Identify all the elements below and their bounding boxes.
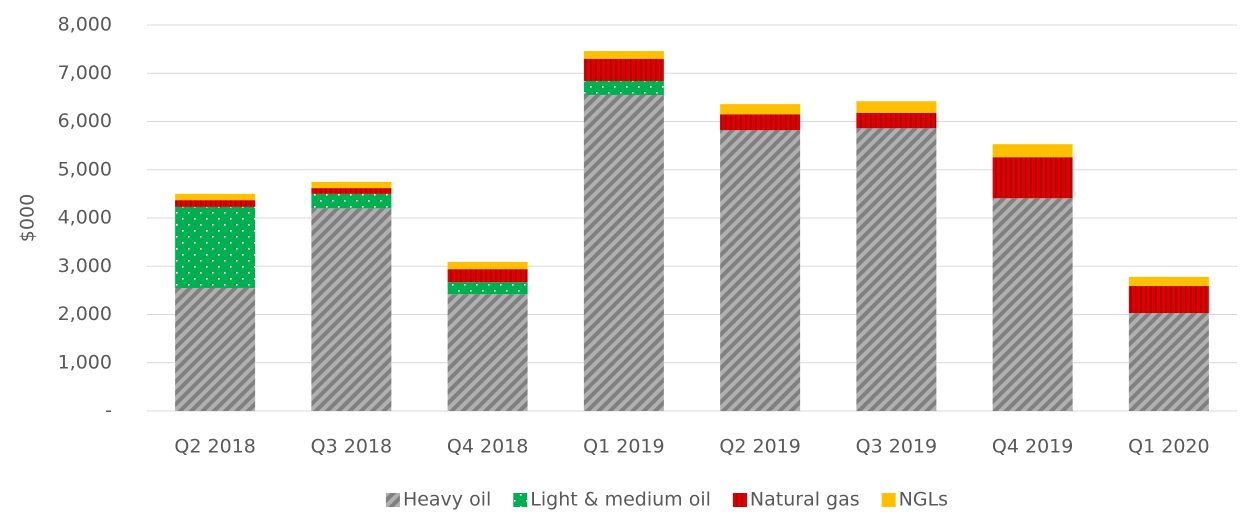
bar-segment	[992, 198, 1073, 411]
x-tick-label: Q3 2019	[856, 436, 937, 458]
legend-swatch	[732, 493, 747, 507]
bar-segment	[992, 157, 1073, 199]
bar-segment	[447, 269, 528, 283]
bar-segment	[311, 193, 392, 209]
y-tick-label: 2,000	[58, 303, 112, 325]
bar-segment	[175, 287, 256, 411]
bar-segment	[447, 294, 528, 411]
bar-segment	[583, 58, 664, 81]
bar-segment	[720, 130, 801, 411]
bar-segment	[992, 144, 1073, 158]
y-tick-label: 1,000	[58, 351, 112, 373]
bar-segment	[175, 193, 256, 201]
bar-segment	[583, 80, 664, 95]
x-tick-label: Q1 2020	[1128, 436, 1209, 458]
x-tick-label: Q3 2018	[311, 436, 392, 458]
bar-segment	[175, 206, 256, 288]
y-tick-label: 6,000	[58, 110, 112, 132]
x-tick-label: Q4 2018	[447, 436, 528, 458]
x-tick-label: Q2 2019	[719, 436, 800, 458]
y-tick-label: 5,000	[58, 158, 112, 180]
legend-swatch	[385, 493, 400, 507]
legend-label: Natural gas	[750, 489, 860, 511]
bar-segment	[583, 94, 664, 412]
bar-segment	[583, 51, 664, 59]
bar-segment	[447, 282, 528, 295]
bar-segment	[311, 208, 392, 411]
x-tick-label: Q4 2019	[992, 436, 1073, 458]
bar-segment	[856, 101, 937, 113]
bar-segment	[1128, 313, 1209, 411]
x-tick-label: Q2 2018	[174, 436, 255, 458]
bar-segment	[447, 261, 528, 270]
y-tick-label: 3,000	[58, 255, 112, 277]
legend: Heavy oil Light & medium oil Natural gas NG…	[385, 489, 948, 511]
bar-segment	[856, 112, 937, 129]
legend-label: NGLs	[899, 489, 948, 511]
x-tick-label: Q1 2019	[583, 436, 664, 458]
legend-label: Heavy oil	[403, 489, 491, 511]
legend-swatch	[881, 493, 896, 507]
y-tick-label: 7,000	[58, 62, 112, 84]
bar-segment	[720, 104, 801, 115]
y-tick-label: 4,000	[58, 207, 112, 229]
legend-swatch	[513, 493, 528, 507]
bar-segment	[1128, 276, 1209, 287]
bar-segment	[311, 188, 392, 194]
bar-segment	[720, 114, 801, 131]
bar-segment	[175, 200, 256, 207]
bar-segment	[856, 128, 937, 411]
y-axis-label: $000	[17, 194, 39, 242]
legend-label: Light & medium oil	[530, 489, 711, 511]
bar-segment	[1128, 286, 1209, 314]
y-tick-label: -	[105, 400, 112, 422]
y-tick-label: 8,000	[58, 14, 112, 36]
bar-segment	[311, 181, 392, 189]
